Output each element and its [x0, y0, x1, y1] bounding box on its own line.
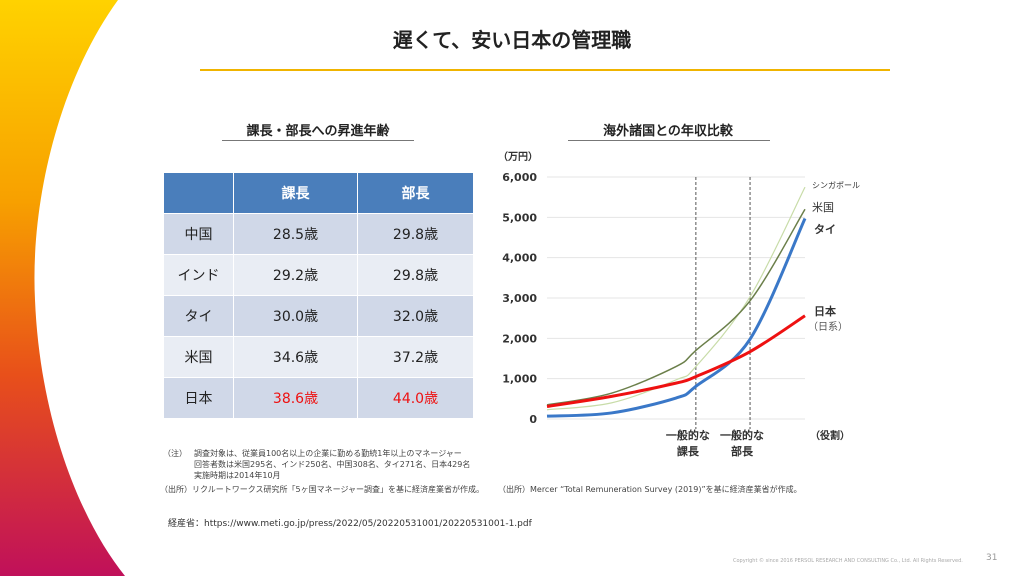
note-line: 調査対象は、従業員100名以上の企業に勤める勤続1年以上のマネージャー: [194, 449, 462, 458]
cell-kacho: 38.6歳: [233, 377, 358, 419]
page-title: 遅くて、安い日本の管理職: [392, 28, 632, 52]
note-text: 調査対象は、従業員100名以上の企業に勤める勤続1年以上のマネージャー 回答者数…: [194, 448, 494, 481]
chart-source: （出所）Mercer “Total Remuneration Survey (2…: [498, 485, 802, 494]
table-row: 日本 38.6歳 44.0歳: [163, 377, 474, 419]
note-label: （注）: [163, 449, 187, 458]
note-line: 実施時期は2014年10月: [194, 471, 281, 480]
y-tick-label: 2,000: [502, 332, 537, 345]
series-label: 日本: [814, 304, 836, 318]
cell-country: 日本: [163, 377, 234, 419]
title-divider: [200, 69, 890, 71]
role-marker-label: 一般的な: [666, 428, 710, 442]
series-line-2: [546, 217, 807, 418]
cell-bucho: 37.2歳: [357, 336, 474, 378]
cell-kacho: 30.0歳: [233, 295, 358, 337]
page-number: 31: [986, 553, 998, 563]
cell-bucho: 32.0歳: [357, 295, 474, 337]
cell-kacho: 34.6歳: [233, 336, 358, 378]
role-marker-label: 部長: [731, 444, 754, 458]
cell-bucho: 44.0歳: [357, 377, 474, 419]
table-header-row: 課長 部長: [163, 172, 474, 214]
cell-country: インド: [163, 254, 234, 296]
series-line-0: [546, 186, 806, 411]
cell-country: 米国: [163, 336, 234, 378]
cell-country: タイ: [163, 295, 234, 337]
y-tick-label: 4,000: [502, 252, 537, 265]
y-tick-label: 3,000: [502, 292, 537, 305]
cell-kacho: 28.5歳: [233, 213, 358, 255]
series-line-1: [546, 208, 806, 406]
decorative-gradient-band: [0, 0, 125, 576]
table-subtitle: 課長・部長への昇進年齢: [246, 124, 390, 139]
cell-bucho: 29.8歳: [357, 254, 474, 296]
promotion-age-table: 課長 部長 中国 28.5歳 29.8歳 インド 29.2歳 29.8歳 タイ 30.0歳 32…: [163, 172, 474, 419]
table-row: 中国 28.5歳 29.8歳: [163, 213, 474, 255]
header-blank: [163, 172, 234, 214]
cell-bucho: 29.8歳: [357, 213, 474, 255]
series-label: シンガポール: [812, 180, 860, 190]
table-row: インド 29.2歳 29.8歳: [163, 254, 474, 296]
y-tick-label: 0: [529, 413, 537, 426]
note-line: 回答者数は米国295名、インド250名、中国308名、タイ271名、日本429名: [194, 460, 471, 469]
table-row: 米国 34.6歳 37.2歳: [163, 336, 474, 378]
series-line-3: [546, 314, 806, 408]
series-label: タイ: [814, 223, 836, 236]
header-kacho: 課長: [233, 172, 358, 214]
series-label: 米国: [812, 201, 834, 214]
y-axis-unit: （万円）: [498, 150, 538, 163]
cell-country: 中国: [163, 213, 234, 255]
chart-subtitle: 海外諸国との年収比較: [603, 124, 733, 139]
source-url: 経産省：https://www.meti.go.jp/press/2022/05…: [168, 519, 532, 529]
table-source: （出所）リクルートワークス研究所「5ヶ国マネージャー調査」を基に経済産業省が作成…: [160, 485, 485, 494]
table-subtitle-underline: [222, 140, 414, 141]
x-axis-label: （役割）: [810, 429, 850, 442]
role-marker-label: 課長: [677, 444, 700, 458]
series-sublabel: （日系）: [808, 321, 848, 333]
salary-comparison-chart: （万円） 0 1,000 2,000 3,000 4,000 5,000 6,000 一般的な課…: [498, 150, 860, 458]
y-tick-label: 6,000: [502, 171, 537, 184]
role-marker-label: 一般的な: [720, 428, 764, 442]
y-tick-label: 5,000: [502, 211, 537, 224]
cell-kacho: 29.2歳: [233, 254, 358, 296]
table-row: タイ 30.0歳 32.0歳: [163, 295, 474, 337]
y-tick-label: 1,000: [502, 373, 537, 386]
header-bucho: 部長: [357, 172, 474, 214]
copyright: Copyright © since 2016 PERSOL RESEARCH A…: [733, 558, 963, 564]
chart-subtitle-underline: [568, 140, 770, 141]
